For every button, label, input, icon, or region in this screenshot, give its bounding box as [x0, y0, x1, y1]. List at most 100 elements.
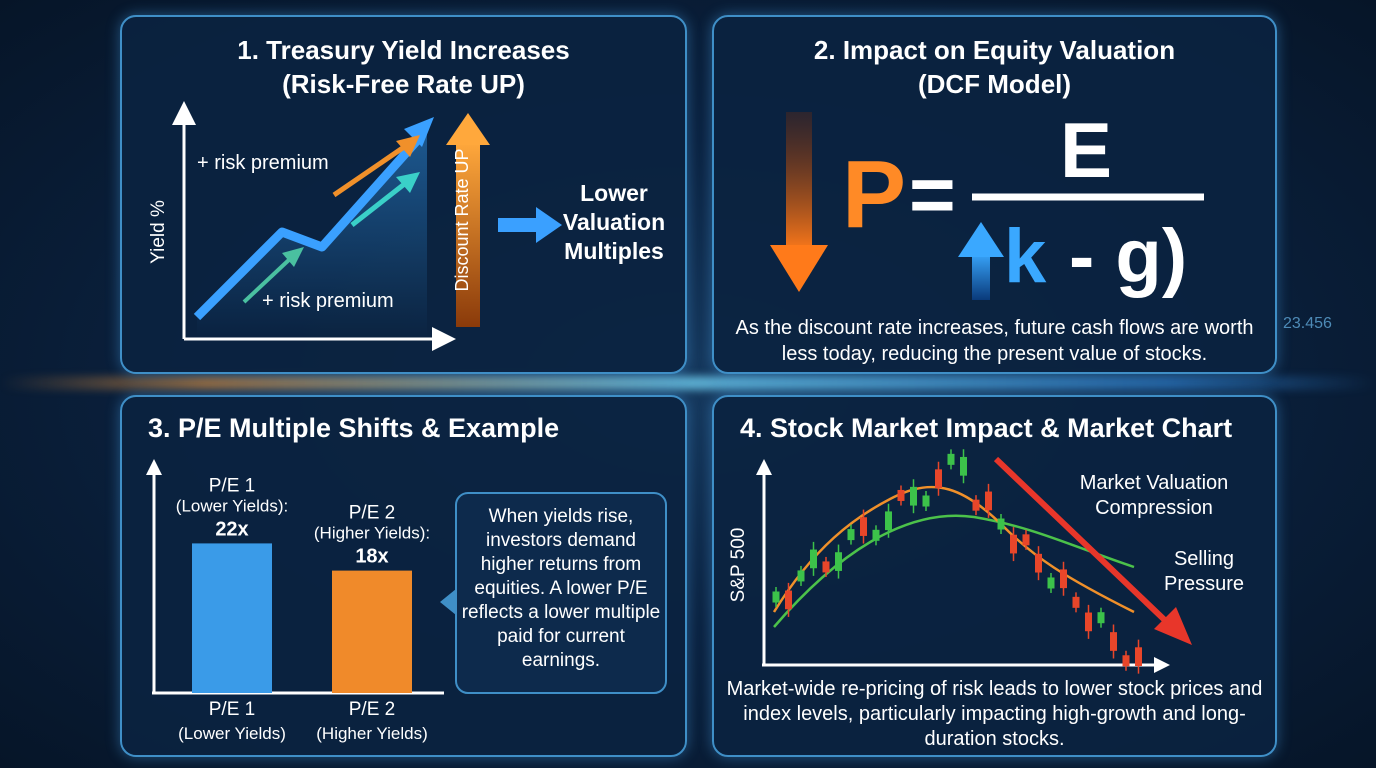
arrow-head — [446, 113, 490, 145]
premium-label: + risk premium — [197, 152, 329, 174]
bar — [192, 543, 272, 693]
caption: Market-wide re-pricing of risk leads to … — [726, 678, 1263, 750]
formula-denominator: - g) — [1069, 214, 1187, 299]
category-label: P/E 1 — [209, 699, 255, 720]
candle-body — [1035, 553, 1042, 573]
arrow-head — [958, 222, 1004, 257]
down-arrow — [786, 112, 812, 252]
candle-body — [960, 456, 967, 476]
category-note: (Higher Yields) — [316, 724, 428, 743]
arrow-label: Discount Rate UP — [452, 148, 472, 291]
trend-arrow — [993, 456, 1175, 630]
formula-k: k — [1004, 214, 1047, 299]
arrow-head — [404, 117, 434, 147]
candle-body — [872, 529, 880, 541]
premium-arrow — [332, 142, 409, 198]
moving-average — [773, 514, 1135, 628]
arrow-head — [396, 172, 420, 193]
note-text: When yields rise, investors demand highe… — [461, 506, 661, 671]
panel-subtitle: (Risk-Free Rate UP) — [282, 69, 525, 99]
panel-title: 1. Treasury Yield Increases — [237, 35, 570, 65]
result-text: Lower Valuation Multiples — [562, 180, 666, 264]
formula-equals: = — [909, 150, 956, 239]
panel-4: S&P 500 4. Stock Market Impact & Market … — [712, 395, 1277, 757]
arrow-head — [770, 245, 828, 292]
y-axis-label: Yield % — [148, 200, 169, 264]
candle-body — [1122, 655, 1130, 667]
panel-1: Yield % Discount Rate UP + risk premium … — [120, 15, 687, 374]
candle-body — [1072, 596, 1080, 608]
bar-note: (Lower Yields): — [176, 496, 288, 515]
candle-body — [1097, 612, 1105, 624]
candle-body — [985, 491, 992, 511]
arrow-head — [1154, 607, 1192, 645]
candle-body — [1135, 647, 1142, 666]
y-axis-label: S&P 500 — [728, 528, 749, 603]
candle-body — [797, 570, 805, 582]
formula-p: P — [842, 141, 906, 248]
premium-label: + risk premium — [262, 290, 394, 312]
discount-arrow — [456, 142, 480, 327]
candle-body — [885, 511, 892, 531]
market-chart: S&P 500 — [728, 449, 1192, 674]
bar-header: P/E 1 — [209, 475, 255, 496]
value-label: 22x — [215, 518, 248, 540]
value-label: 18x — [355, 546, 388, 568]
panel-subtitle: (DCF Model) — [917, 69, 1072, 99]
candle-body — [822, 561, 830, 573]
formula-numerator: E — [1060, 106, 1112, 194]
moving-average — [772, 485, 1135, 614]
area — [197, 127, 427, 337]
category-note: (Lower Yields) — [178, 724, 286, 743]
caption: As the discount rate increases, future c… — [735, 317, 1254, 365]
candle-body — [835, 552, 842, 571]
candle-body — [897, 489, 905, 501]
arrow-head — [282, 247, 304, 267]
panel-title: 4. Stock Market Impact & Market Chart — [740, 413, 1233, 443]
candle-body — [860, 517, 867, 536]
candle-body — [1110, 632, 1117, 651]
premium-arrow — [350, 180, 409, 227]
formula-diagram: P = E k - g) — [770, 106, 1204, 300]
arrow-head — [536, 207, 562, 243]
annotation: Selling Pressure — [1163, 548, 1245, 595]
candle-body — [1047, 577, 1055, 589]
arrow-head — [146, 459, 162, 475]
candle-body — [1060, 569, 1067, 589]
candle-body — [1022, 534, 1030, 546]
candle-body — [810, 549, 817, 569]
candle-body — [1085, 612, 1092, 632]
panel-3: P/E 1 (Lower Yields): 22x P/E 1 (Lower Yield… — [120, 395, 687, 757]
bar — [332, 570, 412, 693]
up-arrow — [972, 252, 990, 300]
candle-body — [910, 486, 917, 506]
background-number: 23.456 — [1283, 315, 1332, 332]
bar-note: (Higher Yields): — [314, 524, 430, 543]
panel-title: 3. P/E Multiple Shifts & Example — [148, 413, 560, 443]
category-label: P/E 2 — [349, 699, 395, 720]
candle-body — [947, 453, 955, 465]
yield-arrow — [193, 132, 426, 321]
premium-arrow — [242, 255, 294, 304]
annotation: Market Valuation Compression — [1079, 472, 1229, 519]
bar-header: P/E 2 — [349, 503, 395, 524]
candle-body — [785, 590, 792, 610]
candle-body — [922, 495, 930, 507]
arrow-head — [396, 135, 420, 157]
candle-body — [935, 469, 942, 489]
candle-body — [972, 499, 980, 511]
panel-title: 2. Impact on Equity Valuation — [813, 35, 1176, 65]
candle-body — [1010, 534, 1017, 554]
arrow-head — [1154, 657, 1170, 673]
glow-line — [0, 376, 1376, 390]
candle-body — [772, 591, 780, 603]
note-pointer — [440, 589, 456, 615]
panel-2: P = E k - g) 2. Impact on Equity Valuati… — [712, 15, 1277, 374]
yield-diagram: Yield % Discount Rate UP + risk premium … — [148, 101, 562, 351]
result-arrow — [498, 218, 538, 232]
candle-body — [847, 529, 855, 541]
arrow-head — [756, 459, 772, 475]
candle-body — [997, 518, 1005, 530]
